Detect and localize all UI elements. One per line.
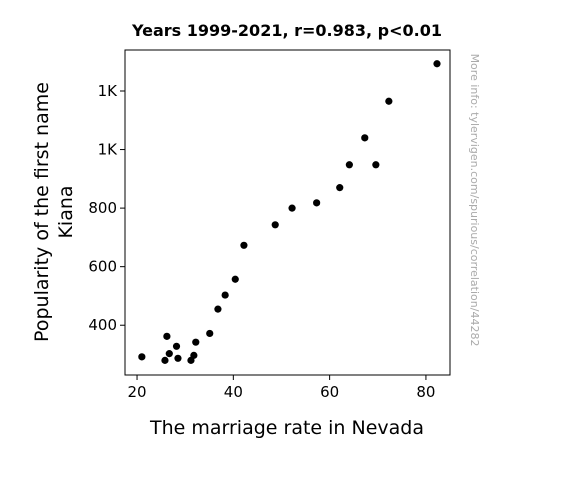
x-tick-label: 60: [320, 383, 339, 401]
data-point: [385, 97, 393, 105]
data-point: [161, 356, 169, 364]
x-axis-label: The marriage rate in Nevada: [149, 417, 424, 439]
y-tick-label: 800: [88, 199, 117, 217]
y-tick-label: 400: [88, 316, 117, 334]
data-point: [138, 353, 146, 361]
data-point: [271, 221, 279, 229]
x-axis: 20 40 60 80: [127, 375, 435, 401]
data-point: [163, 332, 171, 340]
chart-title: Years 1999-2021, r=0.983, p<0.01: [131, 21, 442, 40]
y-axis-label-line-2: Kiana: [55, 185, 77, 238]
y-axis-label-line-1: Popularity of the first name: [31, 82, 53, 342]
x-tick-label: 80: [416, 383, 435, 401]
data-point: [336, 184, 344, 192]
y-axis-label: Popularity of the first name Kiana: [31, 82, 77, 342]
data-point: [174, 354, 182, 362]
data-point: [361, 134, 369, 142]
data-point: [372, 161, 380, 169]
data-point: [288, 204, 296, 212]
plot-frame: [124, 49, 451, 376]
y-axis: 400 600 800 1K 1K: [88, 82, 125, 334]
data-point: [231, 275, 239, 283]
data-point: [433, 60, 441, 68]
data-point: [221, 291, 229, 299]
data-point: [345, 161, 353, 169]
data-point: [172, 342, 181, 350]
data-point: [192, 338, 200, 346]
x-tick-label: 20: [127, 383, 146, 401]
y-tick-label: 1K: [98, 141, 119, 159]
plot-area: [124, 49, 451, 376]
x-tick-label: 40: [224, 383, 243, 401]
y-tick-label: 600: [88, 258, 117, 276]
data-point: [190, 351, 198, 359]
data-points: [138, 60, 441, 364]
data-point: [240, 241, 248, 249]
data-point: [206, 329, 214, 338]
data-point: [214, 305, 222, 313]
source-watermark: More info: tylervigen.com/spurious/corre…: [468, 54, 481, 347]
data-point: [165, 350, 173, 358]
data-point: [313, 199, 321, 207]
y-tick-label: 1K: [98, 82, 119, 100]
